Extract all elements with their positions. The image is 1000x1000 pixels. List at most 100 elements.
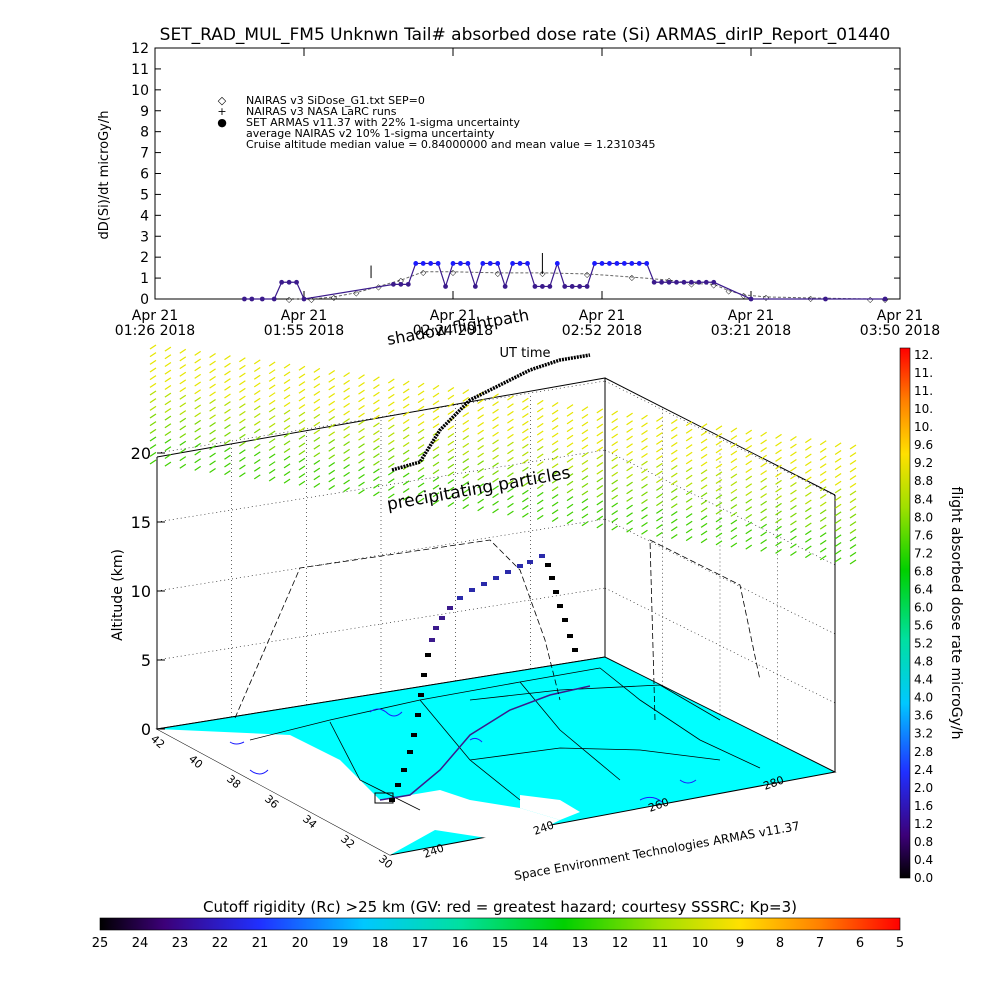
particle-dash	[834, 457, 842, 463]
particle-dash	[715, 517, 723, 523]
legend-symbol: +	[217, 105, 226, 118]
particle-dash	[581, 436, 589, 442]
particle-dash	[462, 412, 470, 418]
flight-3d-scene: shadow flightpath precipitating particle…	[110, 305, 857, 883]
particle-dash	[700, 522, 708, 528]
particle-dash	[819, 524, 827, 530]
particle-dash	[239, 464, 246, 470]
particle-dash	[790, 504, 797, 510]
particle-dash	[492, 500, 499, 506]
particle-dash	[760, 431, 767, 437]
particle-dash	[477, 437, 484, 443]
particle-dash	[164, 392, 172, 398]
particle-dash	[775, 518, 782, 524]
precipitating-particles-field	[149, 344, 857, 565]
y-tick-label: 4	[140, 208, 149, 224]
particle-dash	[849, 559, 857, 565]
armas-point	[584, 284, 590, 289]
particle-dash	[432, 492, 440, 498]
particle-dash	[149, 359, 157, 365]
particle-dash	[566, 480, 574, 486]
particle-dash	[432, 499, 440, 505]
particle-dash	[804, 507, 812, 513]
rigidity-colorbar-tick-label: 19	[332, 936, 349, 951]
particle-dash	[700, 430, 708, 436]
particle-dash	[358, 381, 365, 387]
particle-dash	[849, 452, 857, 458]
particle-dash	[670, 510, 678, 516]
particle-dash	[760, 439, 767, 445]
particle-dash	[819, 493, 827, 499]
particle-dash	[745, 521, 753, 527]
particle-dash	[670, 426, 678, 432]
particle-dash	[253, 397, 261, 403]
particle-dash	[343, 441, 350, 447]
dose-colorbar-tick-label: 1.6	[914, 799, 933, 813]
particle-dash	[700, 507, 708, 513]
z-tick-label: 0	[141, 720, 151, 739]
particle-dash	[641, 453, 648, 459]
armas-point	[540, 284, 545, 289]
particle-dash	[268, 453, 276, 459]
particle-dash	[164, 377, 172, 383]
particle-dash	[536, 461, 544, 467]
particle-dash	[417, 398, 425, 404]
particle-dash	[581, 498, 589, 504]
particle-dash	[745, 544, 753, 550]
particle-dash	[819, 478, 827, 484]
particle-dash	[522, 512, 529, 518]
nairas-point: ◇	[353, 289, 360, 298]
particle-dash	[253, 466, 261, 472]
particle-dash	[507, 456, 514, 462]
particle-dash	[596, 461, 604, 467]
armas-point	[644, 261, 650, 266]
particle-dash	[760, 516, 767, 522]
dose-colorbar-tick-label: 4.8	[914, 655, 933, 669]
particle-dash	[641, 445, 648, 451]
particle-dash	[462, 458, 470, 464]
particle-dash	[611, 433, 619, 439]
particle-dash	[522, 459, 529, 465]
particle-dash	[283, 386, 291, 392]
z-tick-label: 10	[131, 582, 151, 601]
dose-colorbar-ticks: 12. 11. 11. 10. 10. 9.6 9.2 8.8 8.4 8.0 7.6 7.2 6.8 6…	[914, 348, 933, 885]
particle-dash	[477, 498, 484, 504]
track-point	[411, 733, 417, 737]
particle-dash	[373, 430, 380, 436]
particle-dash	[224, 385, 231, 391]
particle-dash	[239, 426, 246, 432]
particle-dash	[849, 482, 857, 488]
particle-dash	[745, 444, 753, 450]
particle-dash	[641, 460, 648, 466]
particle-dash	[715, 532, 723, 538]
x-tick-label-date: Apr 21	[579, 308, 625, 324]
particle-dash	[477, 406, 484, 412]
particle-dash	[670, 441, 678, 447]
particle-dash	[849, 528, 857, 534]
particle-dash	[313, 444, 321, 450]
particle-dash	[730, 527, 738, 533]
dose-colorbar-tick-label: 2.4	[914, 763, 933, 777]
particle-dash	[507, 426, 514, 432]
particle-dash	[656, 455, 663, 461]
particle-dash	[477, 452, 484, 458]
particle-dash	[804, 453, 812, 459]
particle-dash	[447, 433, 455, 439]
particle-dash	[253, 474, 261, 480]
particle-dash	[790, 520, 797, 526]
particle-dash	[596, 500, 604, 506]
track-point	[481, 582, 487, 586]
armas-point	[450, 261, 456, 266]
particle-dash	[373, 391, 380, 397]
particle-dash	[209, 360, 216, 366]
particle-dash	[670, 449, 678, 455]
armas-point	[629, 261, 635, 266]
particle-dash	[626, 489, 633, 495]
particle-dash	[179, 402, 187, 408]
armas-point	[577, 284, 583, 289]
particle-dash	[819, 486, 827, 492]
particle-dash	[715, 494, 723, 500]
particle-dash	[194, 458, 202, 464]
track-point	[562, 618, 568, 622]
particle-dash	[268, 438, 276, 444]
